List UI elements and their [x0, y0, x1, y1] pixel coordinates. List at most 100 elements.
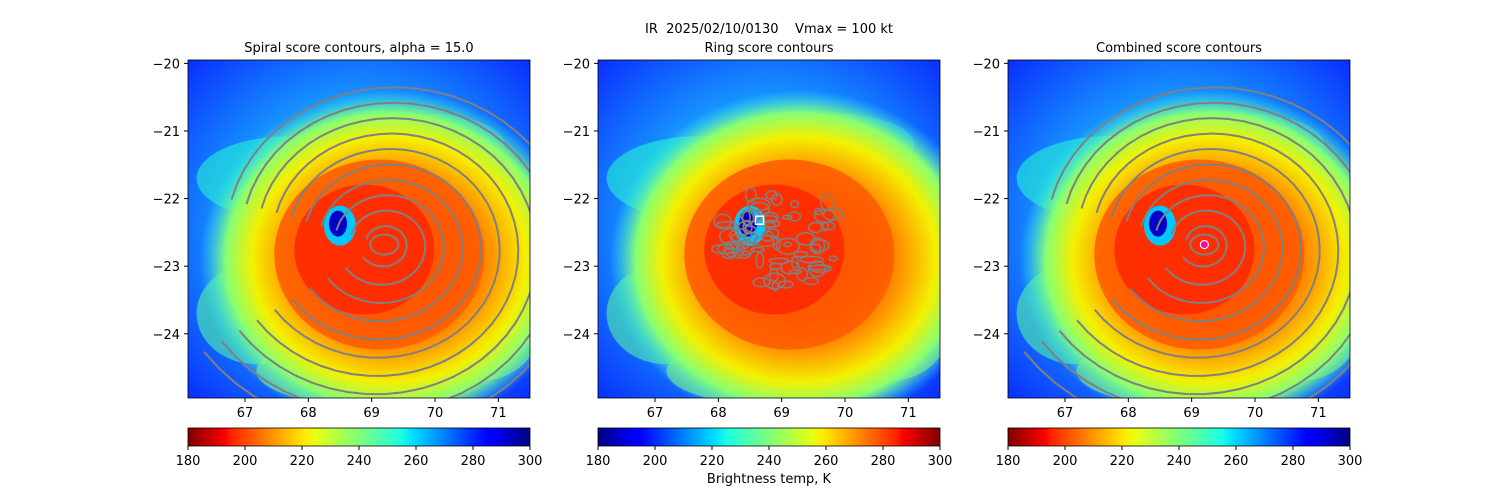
ring-contour [787, 211, 802, 222]
colorbar-tick-label: 240 [1167, 454, 1192, 469]
y-tick-label: −24 [563, 328, 590, 343]
colorbar-tick-label: 180 [176, 454, 201, 469]
ring-contour [803, 276, 819, 286]
ring-contour [813, 207, 823, 216]
y-tick-label: −22 [563, 193, 590, 208]
colorbar-tick-label: 300 [518, 454, 543, 469]
colorbar-tick-label: 200 [1053, 454, 1078, 469]
colorbar-tick-label: 200 [233, 454, 258, 469]
ir-image [188, 60, 530, 398]
ring-contour [753, 234, 779, 248]
ring-contour [782, 214, 793, 220]
ring-contour [728, 228, 753, 243]
spiral-contour [1129, 178, 1284, 323]
spiral-contour [1040, 101, 1350, 398]
spiral-contour [1058, 117, 1350, 396]
x-tick-label: 71 [1310, 406, 1327, 421]
colorbar-tick-label: 180 [996, 454, 1021, 469]
panel-title: Ring score contours [704, 41, 833, 56]
colorbar-tick-label: 300 [1338, 454, 1363, 469]
spiral-contour [1147, 194, 1265, 304]
panel-3: Combined score contours 67 68 69 70 71 −20 −21 −… [973, 41, 1363, 469]
y-tick-label: −22 [973, 193, 1000, 208]
colorbar-tick-label: 260 [404, 454, 429, 469]
colorbar-tick-label: 180 [586, 454, 611, 469]
ring-contour [752, 277, 771, 288]
spiral-contour [1093, 147, 1321, 359]
ring-contour [741, 209, 751, 227]
spiral-contour [309, 178, 464, 323]
score-contours [1023, 86, 1350, 398]
x-tick-label: 67 [237, 406, 254, 421]
ring-contour [783, 241, 792, 248]
ring-contour [763, 272, 787, 290]
ring-contour [821, 221, 836, 231]
ring-contour [790, 255, 800, 269]
colorbar-tick-label: 280 [461, 454, 486, 469]
y-tick-label: −21 [563, 125, 590, 140]
colorbar-label: Brightness temp, K [706, 472, 832, 487]
x-tick-label: 67 [1057, 406, 1074, 421]
x-tick-label: 69 [1183, 406, 1200, 421]
x-tick-label: 69 [363, 406, 380, 421]
ring-contour [768, 267, 779, 283]
y-tick-label: −21 [153, 125, 180, 140]
colorbar [187, 427, 531, 447]
y-tick-label: −24 [153, 328, 180, 343]
colorbar-tick-label: 220 [1110, 454, 1135, 469]
ring-contour [796, 267, 808, 282]
ring-contour [742, 225, 757, 234]
y-tick-label: −22 [153, 193, 180, 208]
colorbar-tick-label: 260 [814, 454, 839, 469]
spiral-contour [1023, 86, 1350, 398]
center-marker [1199, 239, 1209, 250]
spiral-contour [273, 147, 501, 359]
x-tick-label: 68 [300, 406, 317, 421]
axes-frame [187, 59, 531, 399]
x-tick-label: 70 [427, 406, 444, 421]
score-contours [203, 86, 530, 398]
colorbar [597, 427, 941, 447]
spiral-contour [362, 224, 408, 268]
spiral-contour [344, 209, 427, 286]
x-tick-label: 70 [837, 406, 854, 421]
y-tick-label: −20 [153, 57, 180, 72]
colorbar-tick-label: 260 [1224, 454, 1249, 469]
ring-contour [828, 255, 838, 262]
ir-image [1008, 60, 1350, 398]
score-contours [711, 187, 844, 292]
ring-contour [750, 246, 765, 253]
y-tick-label: −23 [153, 260, 180, 275]
ring-contour [790, 200, 800, 209]
ring-contour [771, 192, 783, 207]
colorbar-tick-label: 240 [757, 454, 782, 469]
colorbar-tick-label: 280 [1281, 454, 1306, 469]
y-tick-label: −21 [973, 125, 1000, 140]
colorbar-tick-label: 240 [347, 454, 372, 469]
y-tick-label: −23 [973, 260, 1000, 275]
spiral-contour [1164, 209, 1247, 286]
x-tick-label: 71 [900, 406, 917, 421]
panel-2: Ring score contours 67 68 69 70 71 −20 −21 −22 −2… [563, 41, 953, 469]
x-tick-label: 71 [490, 406, 507, 421]
y-tick-label: −23 [563, 260, 590, 275]
x-tick-label: 68 [710, 406, 727, 421]
spiral-contour [327, 194, 445, 304]
panel-1: Spiral score contours, alpha = 15.0 67 68 6… [153, 41, 543, 469]
spiral-contour [291, 163, 483, 341]
y-tick-label: −24 [973, 328, 1000, 343]
ring-contour [807, 260, 826, 278]
colorbar-tick-label: 200 [643, 454, 668, 469]
spiral-contour [369, 233, 400, 256]
x-tick-label: 68 [1120, 406, 1137, 421]
colorbar-tick-label: 220 [700, 454, 725, 469]
figure-suptitle: IR 2025/02/10/0130 Vmax = 100 kt [645, 22, 893, 37]
colorbar-tick-label: 280 [871, 454, 896, 469]
ring-contour [755, 252, 765, 269]
ring-contour [793, 251, 809, 258]
ring-contour [772, 236, 781, 251]
ring-contour [725, 242, 750, 250]
axes-frame [597, 59, 941, 399]
spiral-contour [203, 86, 530, 398]
